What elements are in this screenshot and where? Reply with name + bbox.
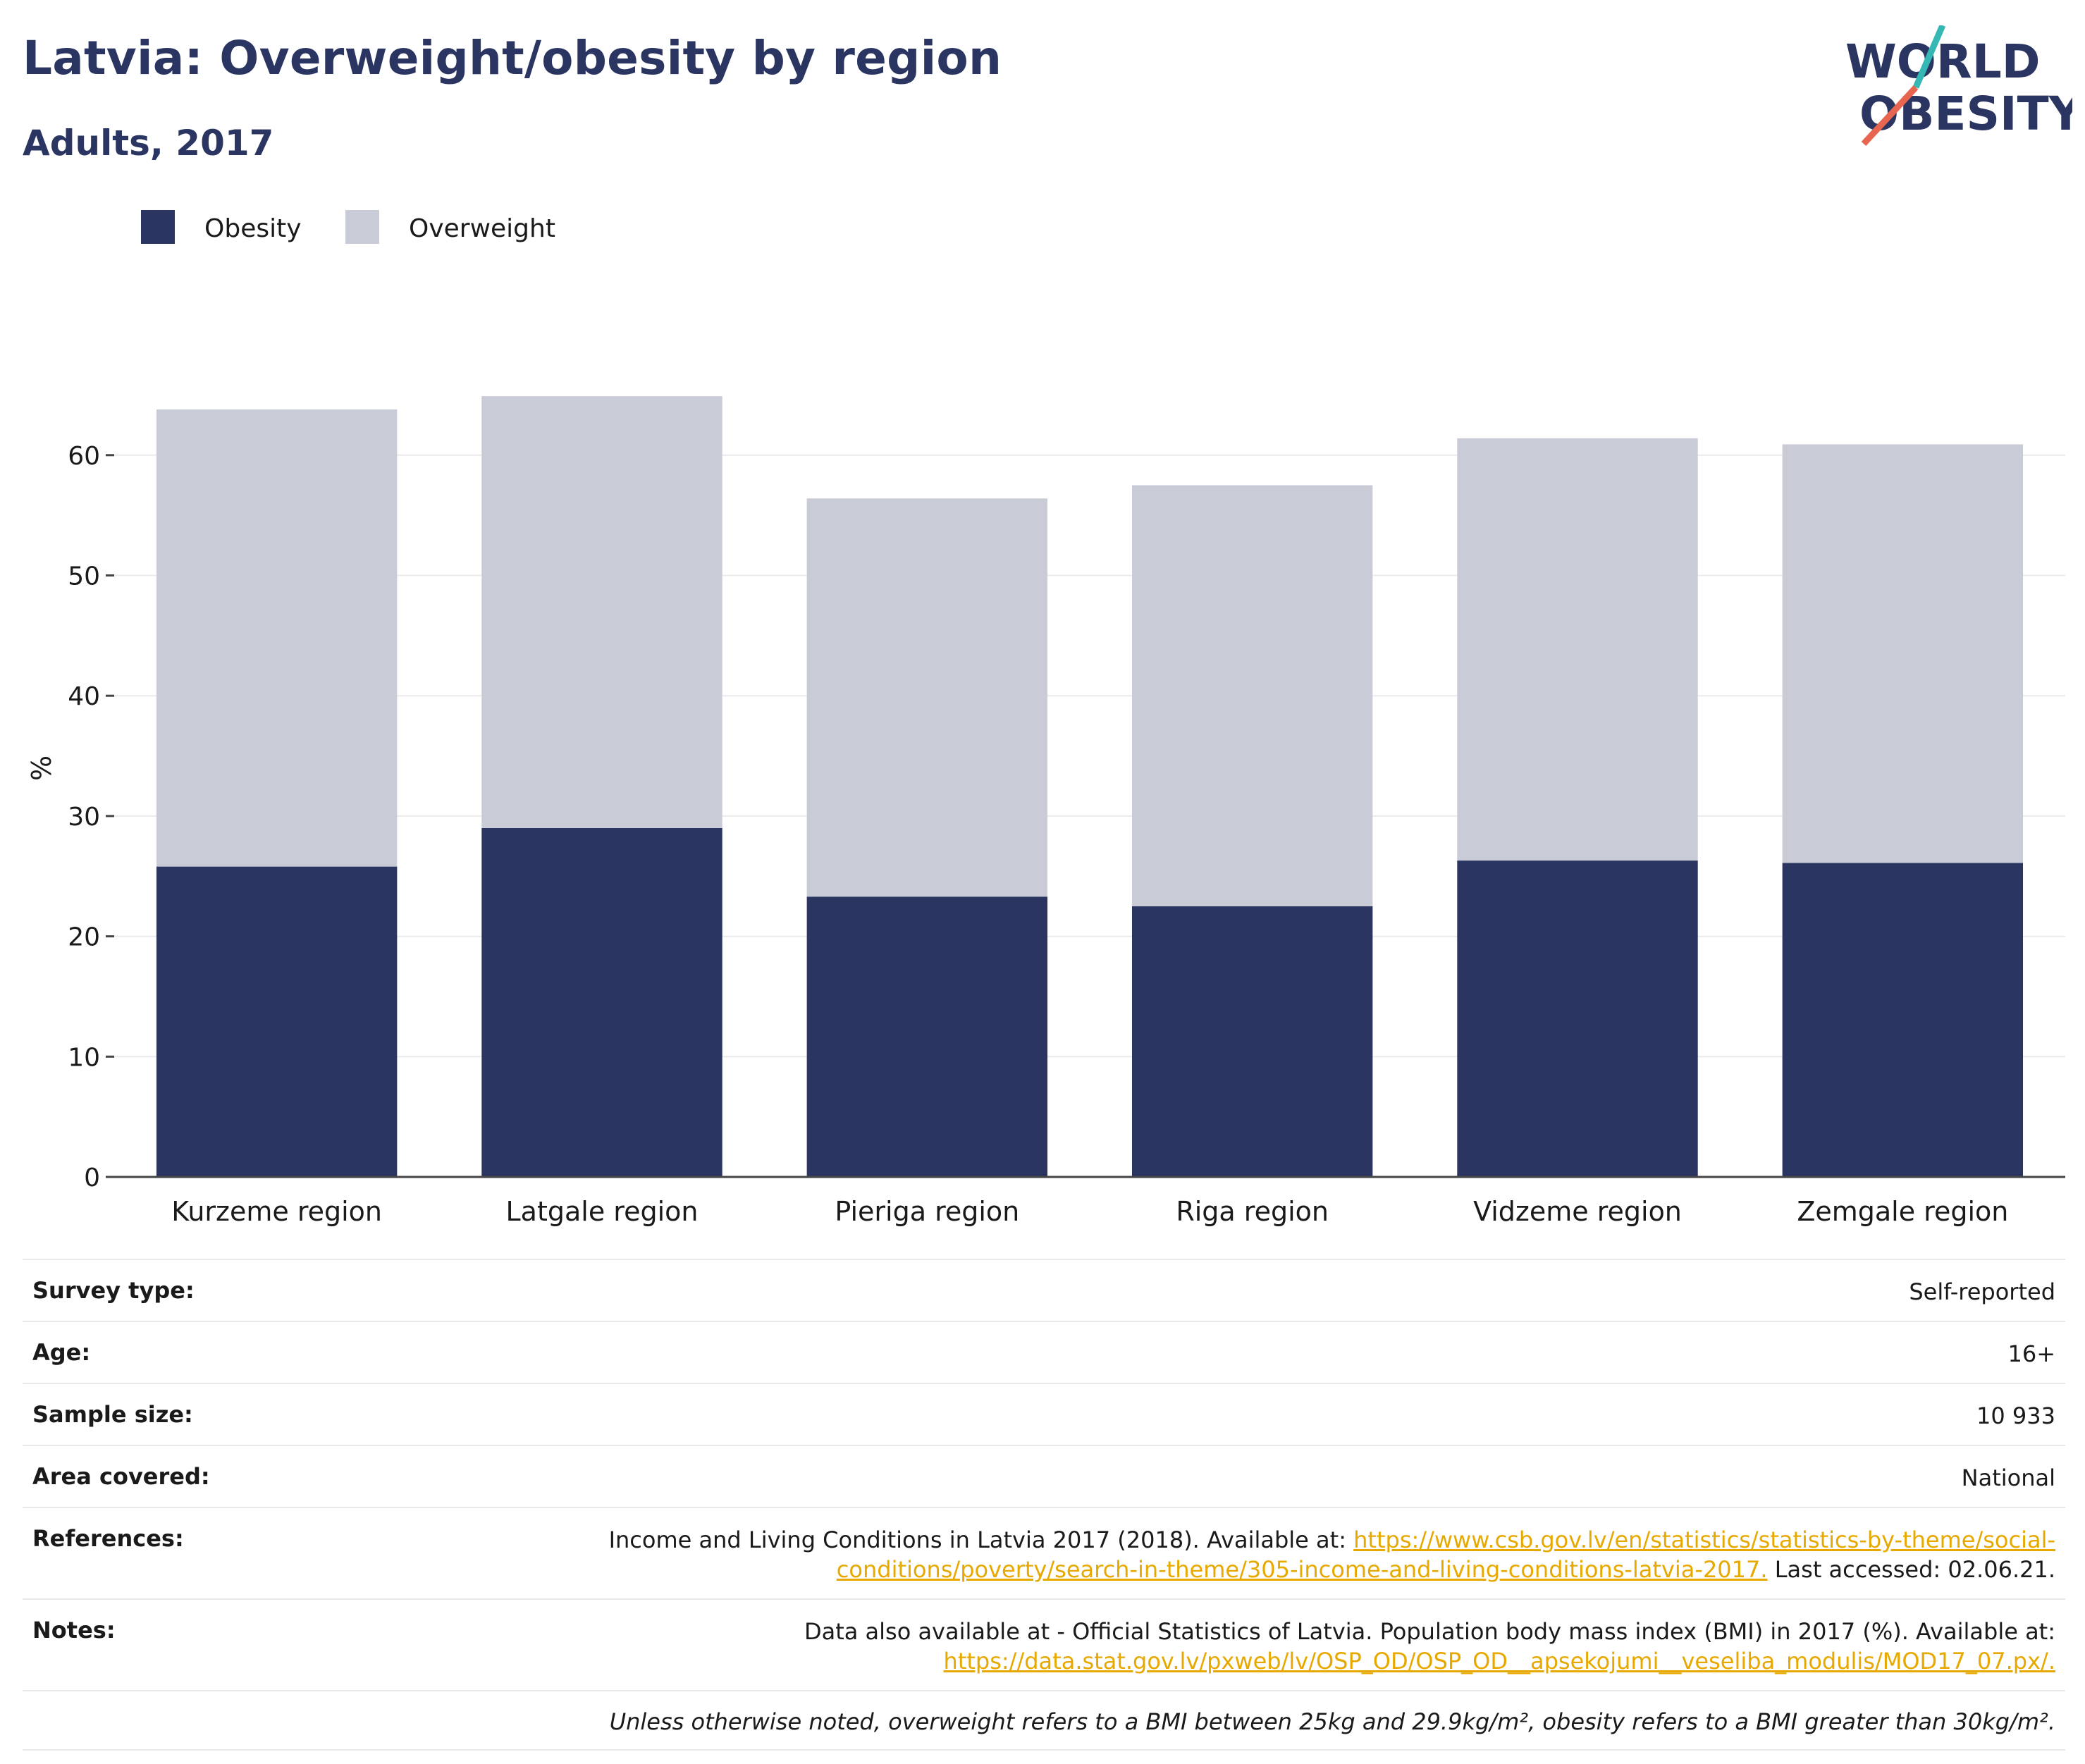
- y-tick-label-0: 0: [84, 1164, 100, 1192]
- x-tick-label-latgale-region: Latgale region: [506, 1196, 699, 1227]
- x-tick-label-zemgale-region: Zemgale region: [1797, 1196, 2008, 1227]
- y-tick-label-50: 50: [68, 562, 100, 591]
- meta-label-notes: Notes:: [32, 1617, 116, 1643]
- bar-obesity-pieriga-region: [806, 896, 1048, 1177]
- x-tick-label-pieriga-region: Pieriga region: [835, 1196, 1019, 1227]
- bar-obesity-zemgale-region: [1782, 863, 2024, 1177]
- logo-slash-coral: [1861, 85, 1919, 147]
- footnote: Unless otherwise noted, overweight refer…: [609, 1708, 2055, 1735]
- logo-word-world: WORLD: [1845, 35, 2041, 89]
- world-obesity-logo: WORLD OBESITY: [1845, 25, 2072, 147]
- y-tick-label-60: 60: [68, 442, 100, 471]
- notes-text: Data also available at - Official Statis…: [804, 1618, 2055, 1645]
- meta-value-age: 16+: [2007, 1340, 2055, 1367]
- meta-row-footnote: Unless otherwise noted, overweight refer…: [23, 1690, 2065, 1751]
- meta-row-survey-type: Survey type: Self-reported: [23, 1259, 2065, 1321]
- meta-value-notes: Data also available at - Official Statis…: [804, 1617, 2055, 1676]
- chart-subtitle: Adults, 2017: [23, 123, 274, 164]
- logo-slash-teal: [1912, 25, 1946, 89]
- x-tick-label-kurzeme-region: Kurzeme region: [171, 1196, 382, 1227]
- notes-link[interactable]: https://data.stat.gov.lv/pxweb/lv/OSP_OD…: [943, 1648, 2055, 1674]
- bar-obesity-vidzeme-region: [1457, 861, 1698, 1177]
- bar-obesity-kurzeme-region: [156, 866, 398, 1177]
- legend-swatch-obesity: [141, 210, 175, 244]
- bars: [156, 396, 2024, 1177]
- meta-row-age: Age: 16+: [23, 1321, 2065, 1383]
- meta-row-notes: Notes: Data also available at - Official…: [23, 1598, 2065, 1690]
- y-tick-label-20: 20: [68, 923, 100, 952]
- references-text: Income and Living Conditions in Latvia 2…: [608, 1526, 1354, 1553]
- references-link-part2[interactable]: conditions/poverty/search-in-theme/305-i…: [836, 1556, 1768, 1583]
- bar-overweight-zemgale-region: [1782, 444, 2024, 863]
- meta-row-references: References: Income and Living Conditions…: [23, 1507, 2065, 1598]
- legend: Obesity Overweight: [141, 210, 555, 244]
- gridlines: [114, 454, 2065, 1058]
- meta-value-area: National: [1961, 1464, 2055, 1491]
- x-tick-label-vidzeme-region: Vidzeme region: [1473, 1196, 1682, 1227]
- legend-swatch-overweight: [345, 210, 379, 244]
- x-axis-ticks: Kurzeme region Latgale region Pieriga regi…: [171, 1196, 2008, 1227]
- y-tick-label-40: 40: [68, 682, 100, 711]
- meta-label-area: Area covered:: [32, 1463, 210, 1490]
- meta-value-references: Income and Living Conditions in Latvia 2…: [609, 1525, 2055, 1584]
- legend-label-overweight: Overweight: [409, 214, 555, 243]
- meta-label-references: References:: [32, 1525, 184, 1552]
- meta-label-sample-size: Sample size:: [32, 1401, 193, 1428]
- bar-obesity-riga-region: [1131, 906, 1373, 1177]
- meta-label-age: Age:: [32, 1339, 91, 1366]
- y-tick-label-10: 10: [68, 1043, 100, 1072]
- y-tick-label-30: 30: [68, 803, 100, 832]
- chart-title: Latvia: Overweight/obesity by region: [23, 31, 1002, 85]
- bar-overweight-vidzeme-region: [1457, 438, 1698, 861]
- meta-value-survey-type: Self-reported: [1909, 1278, 2055, 1305]
- references-accessed: Last accessed: 02.06.21.: [1767, 1556, 2055, 1583]
- bar-obesity-latgale-region: [481, 827, 722, 1177]
- legend-label-obesity: Obesity: [204, 214, 302, 243]
- references-link-part1[interactable]: https://www.csb.gov.lv/en/statistics/sta…: [1353, 1526, 2055, 1553]
- stacked-bar-chart: Obesity Overweight % 0 10 20 30 40 50 60 Kurze…: [26, 210, 2065, 1227]
- meta-row-sample-size: Sample size: 10 933: [23, 1383, 2065, 1445]
- metadata-table: Survey type: Self-reported Age: 16+ Samp…: [23, 1259, 2065, 1751]
- bar-overweight-pieriga-region: [806, 498, 1048, 897]
- bar-overweight-riga-region: [1131, 485, 1373, 906]
- x-tick-label-riga-region: Riga region: [1176, 1196, 1329, 1227]
- meta-value-sample-size: 10 933: [1976, 1402, 2055, 1429]
- y-axis-ticks: 0 10 20 30 40 50 60: [68, 442, 114, 1192]
- y-axis-label: %: [26, 755, 57, 781]
- bar-overweight-latgale-region: [481, 396, 722, 828]
- meta-label-survey-type: Survey type:: [32, 1277, 195, 1304]
- bar-overweight-kurzeme-region: [156, 409, 398, 867]
- meta-row-area: Area covered: National: [23, 1445, 2065, 1507]
